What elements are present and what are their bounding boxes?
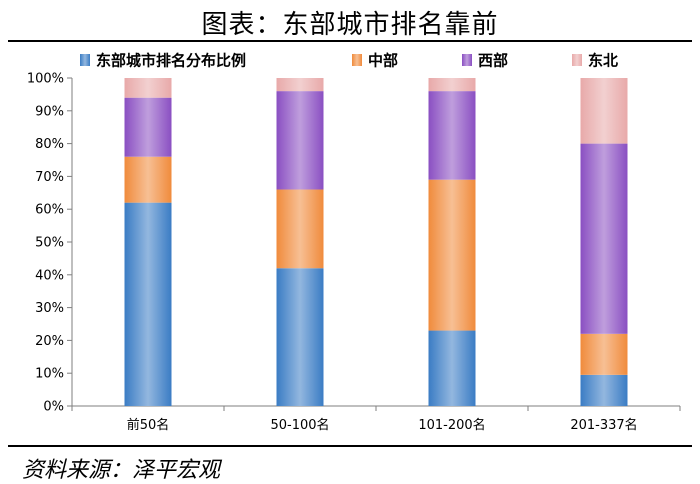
legend-label: 东部城市排名分布比例: [96, 52, 246, 70]
bar-segment-series-中部: [124, 156, 172, 203]
bar-segment-series-西部: [428, 91, 476, 180]
legend-label: 中部: [368, 52, 398, 70]
x-tick-label: 201-337名: [570, 417, 637, 433]
legend-swatch: [462, 54, 472, 66]
bar-segment-series-东北: [428, 78, 476, 92]
bar-segment-series-东北: [580, 78, 628, 144]
bars: [124, 78, 628, 406]
y-tick-label: 50%: [35, 236, 64, 251]
chart-title: 图表：东部城市排名靠前: [201, 10, 499, 40]
legend-label: 东北: [588, 52, 618, 70]
y-tick-label: 90%: [35, 104, 64, 119]
y-tick-label: 80%: [35, 137, 64, 152]
legend-swatch: [572, 54, 582, 66]
bar-segment-series-中部: [276, 189, 324, 269]
legend: 东部城市排名分布比例 中部 西部 东北: [80, 52, 618, 70]
bar-segment-series-西部: [276, 91, 324, 190]
bottom-rule: [8, 445, 692, 447]
y-tick-label: 100%: [27, 72, 64, 87]
x-tick-label: 101-200名: [418, 417, 485, 433]
stacked-bar-chart: 东部城市排名分布比例 中部 西部 东北 0% 10% 20% 30% 40% 50% 60% 70%…: [27, 52, 681, 433]
y-tick-label: 0%: [43, 400, 64, 415]
y-tick-label: 40%: [35, 268, 64, 283]
bar-segment-series-东北: [124, 78, 172, 98]
legend-label: 西部: [478, 52, 508, 70]
legend-swatch: [352, 54, 362, 66]
bar-segment-series-西部: [580, 143, 628, 334]
y-axis: 0% 10% 20% 30% 40% 50% 60% 70% 80% 90% 100%: [27, 72, 73, 415]
y-tick-label: 30%: [35, 301, 64, 316]
x-tick-label: 50-100名: [270, 417, 329, 433]
top-rule: [8, 40, 692, 42]
y-tick-label: 20%: [35, 334, 64, 349]
bar-segment-series-中部: [428, 179, 476, 331]
x-axis: 前50名 50-100名 101-200名 201-337名: [71, 405, 681, 433]
bar-segment-series-东部城市排名分布比例: [124, 202, 172, 406]
bar-segment-series-东部城市排名分布比例: [580, 374, 628, 406]
bar-segment-series-东部城市排名分布比例: [428, 330, 476, 406]
x-tick-label: 前50名: [127, 417, 170, 433]
bar-segment-series-中部: [580, 333, 628, 375]
source-note: 资料来源：泽平宏观: [22, 458, 221, 483]
legend-swatch: [80, 54, 90, 66]
y-tick-label: 70%: [35, 170, 64, 185]
y-tick-label: 60%: [35, 203, 64, 218]
y-tick-label: 10%: [35, 367, 64, 382]
bar-segment-series-东北: [276, 78, 324, 92]
bar-segment-series-西部: [124, 97, 172, 157]
bar-segment-series-东部城市排名分布比例: [276, 268, 324, 406]
